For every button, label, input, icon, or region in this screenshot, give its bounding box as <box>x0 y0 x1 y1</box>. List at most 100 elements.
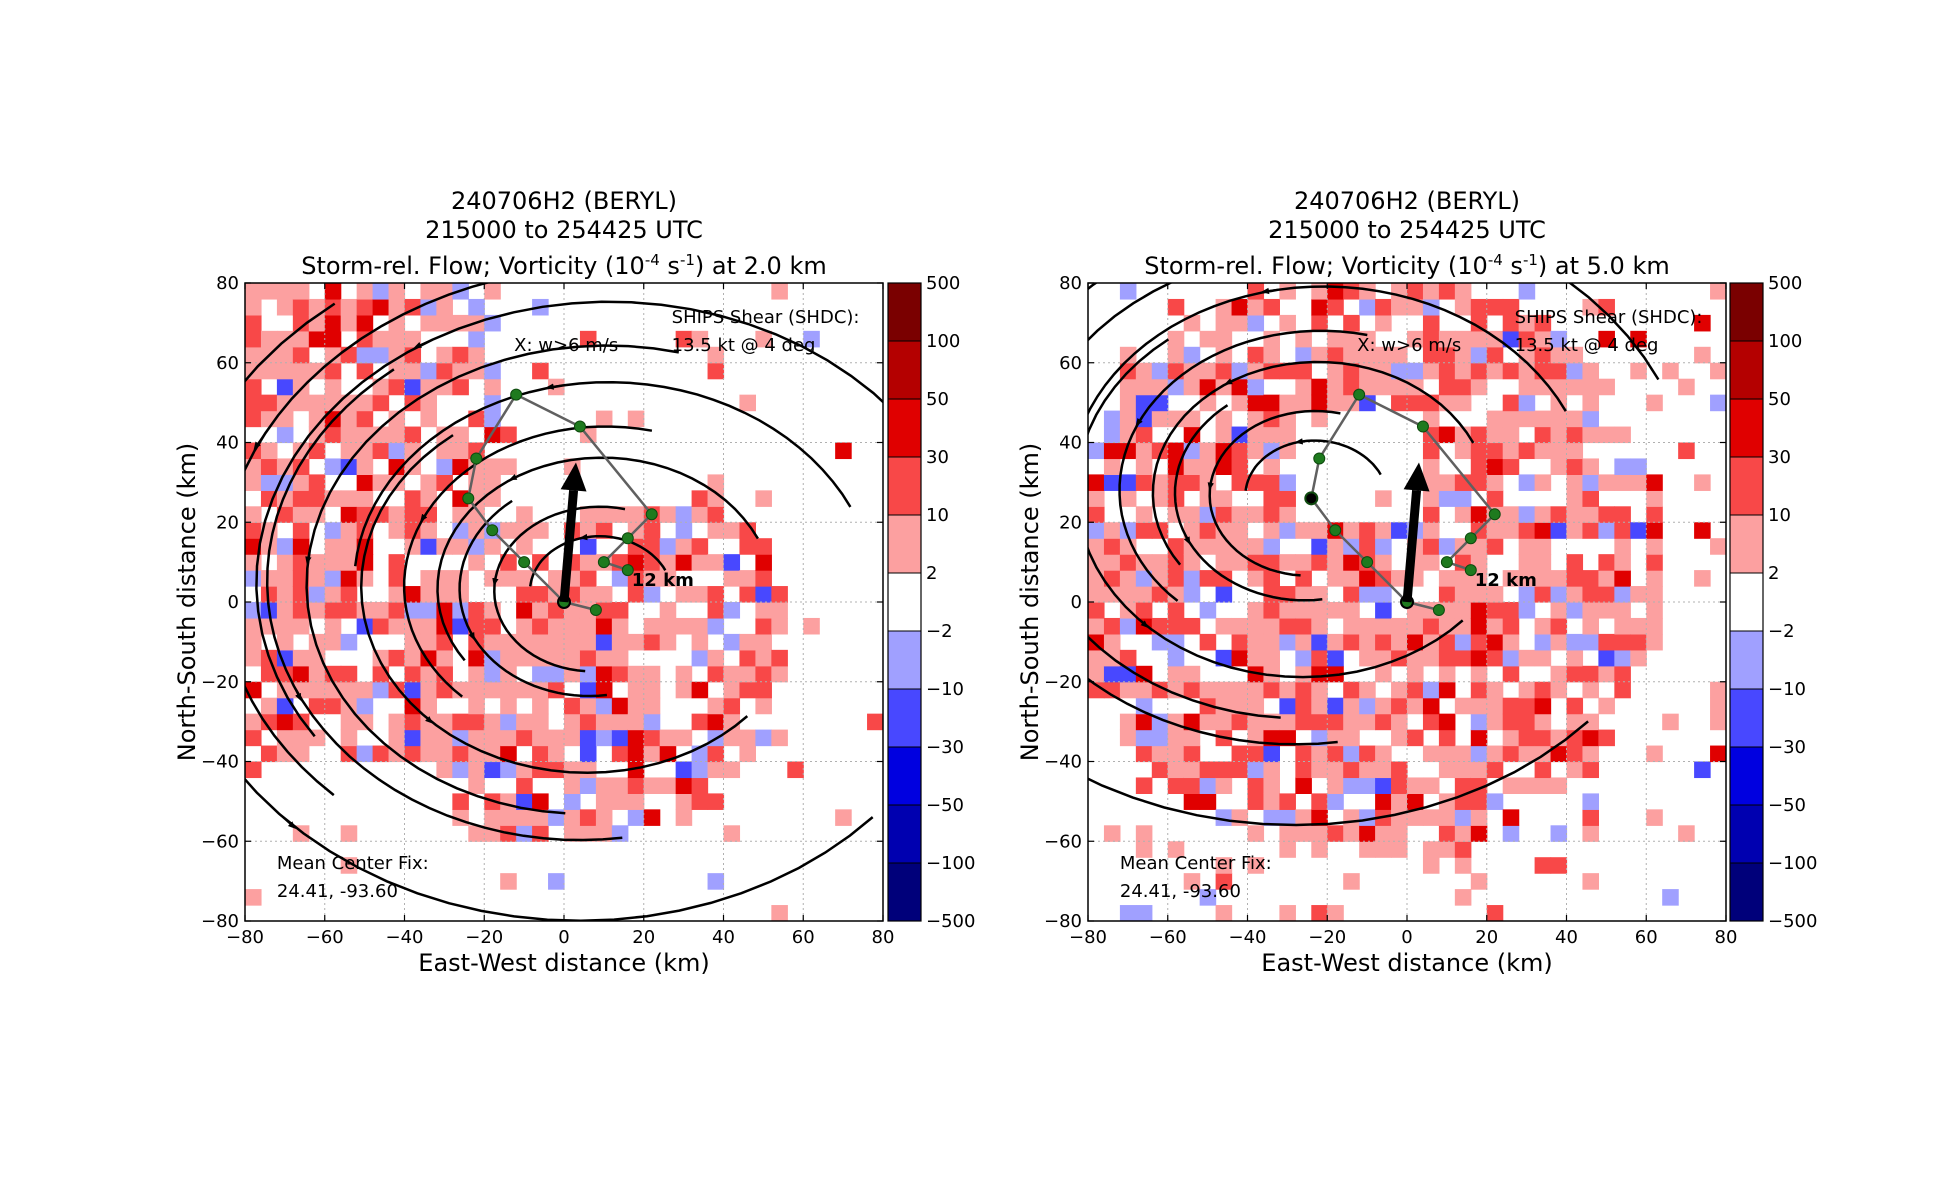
vorticity-cell <box>260 283 278 300</box>
vorticity-cell <box>1343 570 1360 587</box>
vorticity-cell <box>1359 362 1376 380</box>
x-tick-label: 60 <box>792 927 815 948</box>
vorticity-cell <box>723 825 741 842</box>
vorticity-cell <box>388 586 406 603</box>
vorticity-cell <box>245 283 262 300</box>
vorticity-cell <box>548 633 565 651</box>
vorticity-cell <box>388 713 406 731</box>
track-point <box>1464 564 1477 577</box>
vorticity-cell <box>1566 490 1584 507</box>
vorticity-cell <box>1263 426 1280 444</box>
x-tick-label: 40 <box>712 927 735 948</box>
vorticity-cell <box>1247 633 1265 651</box>
vorticity-cell <box>579 538 597 555</box>
vorticity-cell <box>1438 713 1456 731</box>
vorticity-cell <box>1135 825 1153 842</box>
vorticity-cell <box>739 586 756 603</box>
vorticity-cell <box>276 538 294 555</box>
vorticity-cell <box>436 442 453 460</box>
vorticity-cell <box>1215 649 1233 667</box>
vorticity-cell <box>388 570 406 587</box>
vorticity-cell <box>691 554 709 571</box>
vorticity-cell <box>1183 378 1201 396</box>
vorticity-cell <box>1518 602 1536 619</box>
colorbar-tick-label: 30 <box>1768 447 1791 468</box>
vorticity-cell <box>1486 442 1504 460</box>
vorticity-cell <box>484 809 501 826</box>
vorticity-cell <box>1199 490 1217 507</box>
vorticity-cell <box>1183 777 1201 794</box>
vorticity-cell <box>1678 825 1695 842</box>
vorticity-cell <box>1518 506 1536 523</box>
vorticity-cell <box>1263 793 1280 810</box>
vorticity-cell <box>1438 729 1456 747</box>
vorticity-cell <box>1311 665 1328 683</box>
vorticity-cell <box>691 681 709 699</box>
vorticity-cell <box>484 378 501 396</box>
y-tick-label: −60 <box>201 831 239 852</box>
track-point <box>1353 388 1366 401</box>
vorticity-cell <box>1183 474 1201 491</box>
vorticity-cell <box>1598 586 1615 603</box>
vorticity-cell <box>292 394 310 412</box>
vorticity-cell <box>1550 857 1568 874</box>
vorticity-cell <box>468 554 485 571</box>
vorticity-cell <box>1470 474 1488 491</box>
vorticity-cell <box>1422 697 1440 715</box>
streamline <box>1088 720 1589 827</box>
colorbar: 500 100 50 30 10 2 −2 −10 −30 −50 −100 −500 <box>887 273 975 932</box>
title-superscript: -1 <box>1523 251 1538 269</box>
vorticity-cell <box>803 330 820 348</box>
vorticity-cell <box>500 681 517 699</box>
vorticity-cell <box>1167 729 1185 747</box>
vorticity-cell <box>627 729 645 747</box>
vorticity-cell <box>532 729 549 747</box>
vorticity-cell <box>1566 346 1584 364</box>
vorticity-cell <box>324 538 342 555</box>
vorticity-cell <box>1231 761 1249 779</box>
vorticity-cell <box>548 617 565 635</box>
vorticity-cell <box>1407 362 1424 380</box>
vorticity-cell <box>1422 330 1440 348</box>
vorticity-cell <box>1646 602 1663 619</box>
vorticity-cell <box>1582 410 1599 428</box>
vorticity-cell <box>1247 442 1265 460</box>
vorticity-cell <box>627 410 645 428</box>
vorticity-cell <box>1550 617 1568 635</box>
y-tick-label: −60 <box>1044 831 1082 852</box>
vorticity-cell <box>1311 314 1328 332</box>
colorbar-tick-label: −100 <box>926 853 975 874</box>
vorticity-cell <box>1279 697 1296 715</box>
vorticity-cell <box>1327 777 1344 794</box>
vorticity-cell <box>1231 378 1249 396</box>
vorticity-cell <box>1295 522 1312 539</box>
vorticity-cell <box>1534 586 1552 603</box>
vorticity-cell <box>755 617 772 635</box>
vorticity-cell <box>1199 681 1217 699</box>
vorticity-cell <box>627 745 645 763</box>
streamline-arrow <box>421 713 434 724</box>
vorticity-cell <box>1582 602 1599 619</box>
vorticity-cell <box>1343 330 1360 348</box>
vorticity-cell <box>611 602 629 619</box>
vorticity-cell <box>1486 745 1504 763</box>
vorticity-cell <box>500 809 517 826</box>
vorticity-cell <box>404 713 422 731</box>
vorticity-cell <box>1088 442 1105 460</box>
vorticity-cell <box>1438 426 1456 444</box>
vorticity-cell <box>835 809 852 826</box>
vorticity-cell <box>659 633 677 651</box>
streamline-arrow <box>1135 415 1144 427</box>
streamline-arrow <box>545 383 563 390</box>
vorticity-cell <box>1598 474 1615 491</box>
updraft-note: X: w>6 m/s <box>514 335 618 356</box>
vorticity-cell <box>1247 570 1265 587</box>
vorticity-cell <box>1215 586 1233 603</box>
vorticity-cell <box>1486 490 1504 507</box>
vorticity-cell <box>436 761 453 779</box>
vorticity-cell <box>1151 617 1169 635</box>
vorticity-cell <box>388 346 406 364</box>
vorticity-cell <box>404 490 422 507</box>
panel-left: 240706H2 (BERYL)215000 to 254425 UTC Stor… <box>173 187 975 977</box>
vorticity-cell <box>1518 538 1536 555</box>
